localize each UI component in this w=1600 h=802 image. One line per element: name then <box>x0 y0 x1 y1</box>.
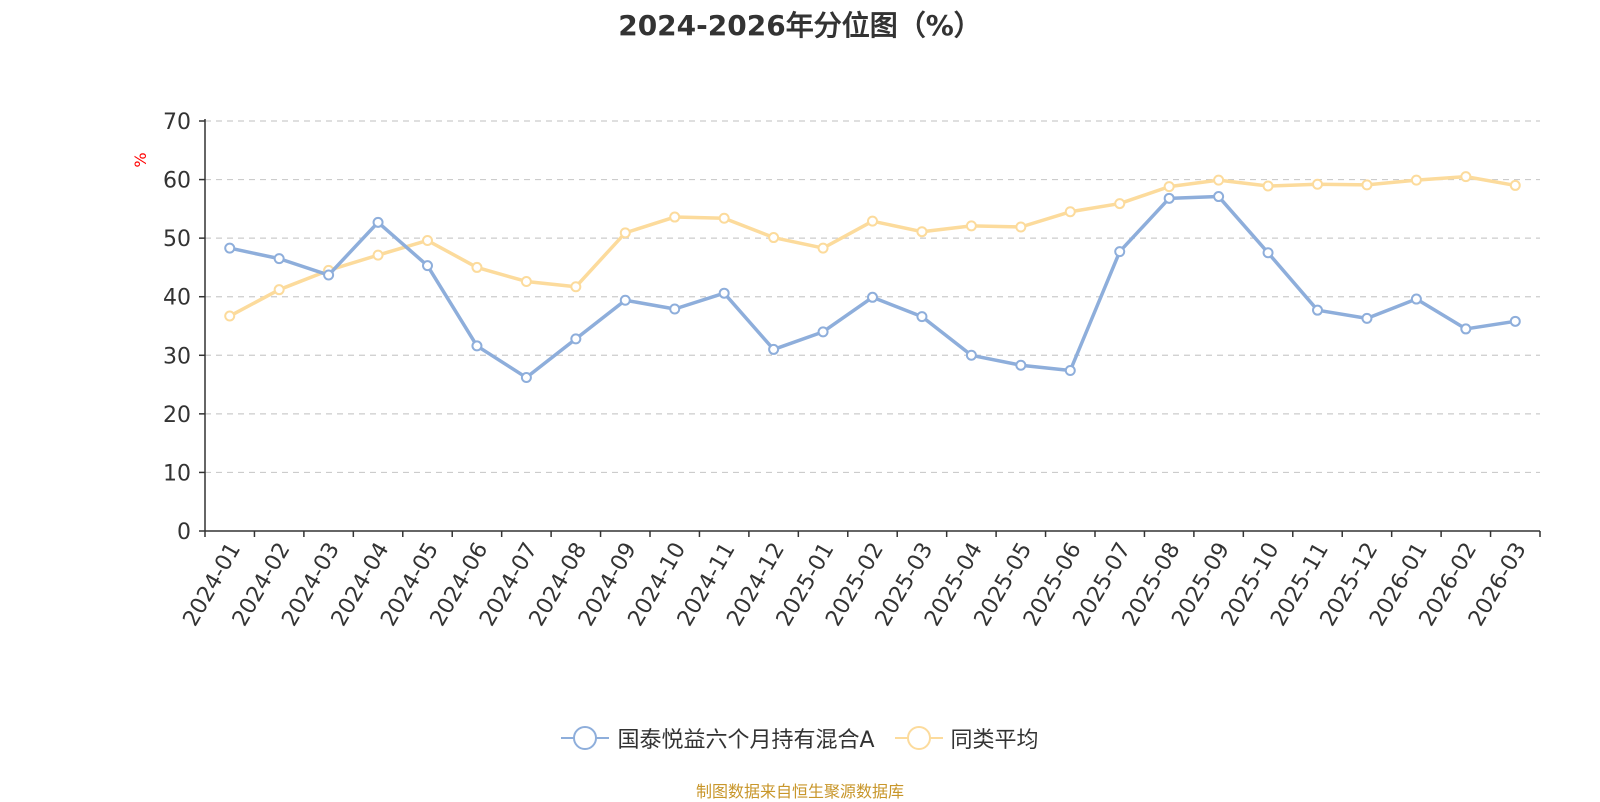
data-point <box>1312 178 1323 190</box>
data-point <box>422 260 433 272</box>
data-point <box>1114 246 1126 258</box>
series-2 <box>224 171 1521 322</box>
data-point <box>768 232 780 244</box>
data-point <box>520 275 532 287</box>
data-point <box>1163 181 1175 193</box>
data-point <box>1410 174 1422 186</box>
data-point <box>471 261 483 273</box>
data-point <box>1312 304 1323 316</box>
data-point <box>1015 359 1027 371</box>
data-point <box>1509 315 1521 327</box>
data-point <box>619 227 631 239</box>
data-point <box>1509 179 1521 191</box>
legend-label: 国泰悦益六个月持有混合A <box>617 728 875 753</box>
data-point <box>965 349 977 361</box>
y-tick-label: 30 <box>163 344 191 369</box>
data-point <box>471 340 483 352</box>
data-point <box>965 220 977 232</box>
data-point <box>1114 198 1126 210</box>
y-tick-label: 70 <box>163 110 191 135</box>
series-1 <box>224 191 1521 384</box>
source-note: 制图数据来自恒生聚源数据库 <box>695 782 904 801</box>
data-point <box>422 234 433 246</box>
data-point <box>718 287 730 299</box>
chart-title: 2024-2026年分位图（%） <box>618 9 982 42</box>
data-point <box>1064 206 1076 218</box>
data-point <box>273 253 285 265</box>
data-point <box>224 242 236 254</box>
data-point <box>1361 179 1373 191</box>
data-point <box>867 215 878 227</box>
legend-item-series-2[interactable]: 同类平均 <box>894 722 1039 754</box>
y-tick-label: 20 <box>163 403 191 428</box>
y-tick-label: 50 <box>163 227 191 252</box>
y-tick-label: 10 <box>163 461 191 486</box>
legend-line-marker-icon <box>561 726 610 750</box>
data-point <box>619 294 631 306</box>
data-point <box>570 281 582 293</box>
data-point <box>1460 323 1472 335</box>
data-point <box>768 343 780 355</box>
data-point <box>1064 365 1076 377</box>
data-point <box>867 291 878 303</box>
data-point <box>520 372 532 384</box>
data-point <box>273 284 285 296</box>
data-point <box>1262 247 1274 259</box>
legend: 国泰悦益六个月持有混合A 同类平均 <box>0 722 1600 754</box>
y-axis-unit-label: % <box>131 152 150 167</box>
data-point <box>372 249 384 261</box>
data-point <box>1163 192 1175 204</box>
axes: 0102030405060702024-012024-022024-032024… <box>163 110 1541 631</box>
y-tick-label: 60 <box>163 169 191 194</box>
series-lines <box>224 171 1521 384</box>
data-point <box>1460 171 1472 183</box>
data-point <box>669 303 681 315</box>
data-point <box>718 212 730 224</box>
data-point <box>817 242 829 254</box>
data-point <box>916 311 928 323</box>
data-point <box>1015 221 1027 233</box>
data-point <box>1361 312 1373 324</box>
data-point <box>1410 293 1422 305</box>
data-point <box>669 211 681 223</box>
data-point <box>570 333 582 345</box>
legend-item-series-1[interactable]: 国泰悦益六个月持有混合A <box>561 722 875 754</box>
data-point <box>817 326 829 338</box>
y-tick-label: 40 <box>163 286 191 311</box>
legend-label: 同类平均 <box>950 728 1039 753</box>
data-point <box>1213 174 1225 186</box>
data-point <box>372 216 384 228</box>
y-tick-label: 0 <box>177 520 191 545</box>
data-point <box>1262 180 1274 192</box>
legend-line-marker-icon <box>894 726 943 750</box>
data-point <box>1213 191 1225 203</box>
data-point <box>224 310 236 322</box>
data-point <box>323 269 335 281</box>
data-point <box>916 226 928 238</box>
